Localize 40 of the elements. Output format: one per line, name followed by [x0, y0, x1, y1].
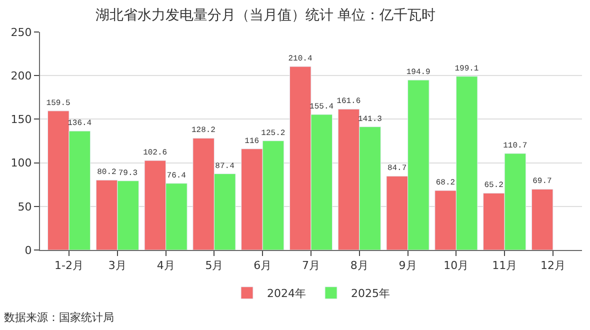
chart-title: 湖北省水力发电量分月（当月值）统计 单位：亿千瓦时: [95, 8, 436, 24]
y-tick-label: 50: [18, 200, 32, 214]
data-label: 128.2: [191, 126, 216, 136]
data-label: 210.4: [288, 54, 312, 64]
data-label: 102.6: [143, 148, 168, 158]
x-tick-label: 8月: [350, 259, 368, 272]
data-label: 80.2: [97, 168, 116, 178]
x-tick-label: 4月: [156, 259, 175, 272]
data-label: 116: [244, 136, 260, 146]
data-label: 84.7: [387, 164, 407, 174]
x-tick-label: 6月: [254, 259, 272, 272]
data-label: 76.4: [166, 171, 186, 180]
legend-label: 2024年: [267, 287, 306, 300]
source-note: 数据来源：国家统计局: [4, 311, 114, 324]
y-tick-label: 0: [24, 244, 32, 257]
legend-label: 2025年: [351, 287, 390, 300]
y-tick-label: 100: [10, 156, 32, 170]
x-tick-label: 10月: [444, 259, 469, 272]
x-tick-label: 3月: [108, 259, 126, 272]
data-label: 110.7: [503, 141, 528, 150]
data-label: 199.1: [454, 64, 479, 74]
y-tick-label: 250: [10, 26, 32, 39]
x-tick-label: 9月: [398, 259, 417, 272]
x-tick-label: 11月: [492, 259, 518, 272]
data-label: 69.7: [532, 177, 552, 186]
bar: [531, 188, 554, 250]
x-tick-label: 5月: [205, 259, 224, 272]
y-tick-label: 150: [10, 113, 32, 126]
data-label: 79.3: [118, 168, 138, 178]
x-tick-label: 7月: [302, 259, 320, 272]
data-label: 194.9: [406, 68, 431, 78]
x-tick-label: 1-2月: [54, 259, 84, 272]
data-label: 87.4: [215, 162, 235, 171]
data-label: 65.2: [484, 181, 504, 190]
data-label: 161.6: [336, 97, 361, 106]
data-label: 125.2: [261, 128, 286, 138]
y-tick-label: 200: [10, 69, 32, 82]
data-label: 68.2: [436, 178, 456, 188]
data-label: 159.5: [46, 98, 70, 108]
x-tick-label: 12月: [540, 259, 566, 272]
